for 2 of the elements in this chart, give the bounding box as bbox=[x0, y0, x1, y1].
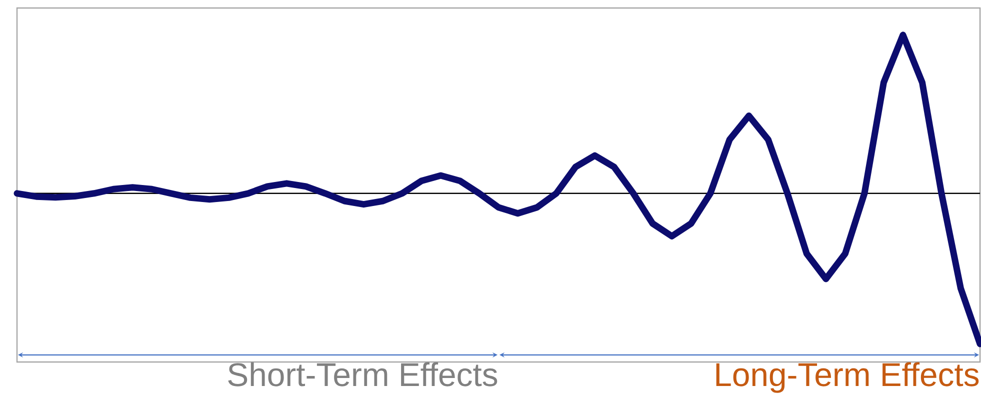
text: Long-Term Effects bbox=[716, 362, 979, 393]
text: Short-Term Effects bbox=[228, 362, 498, 386]
